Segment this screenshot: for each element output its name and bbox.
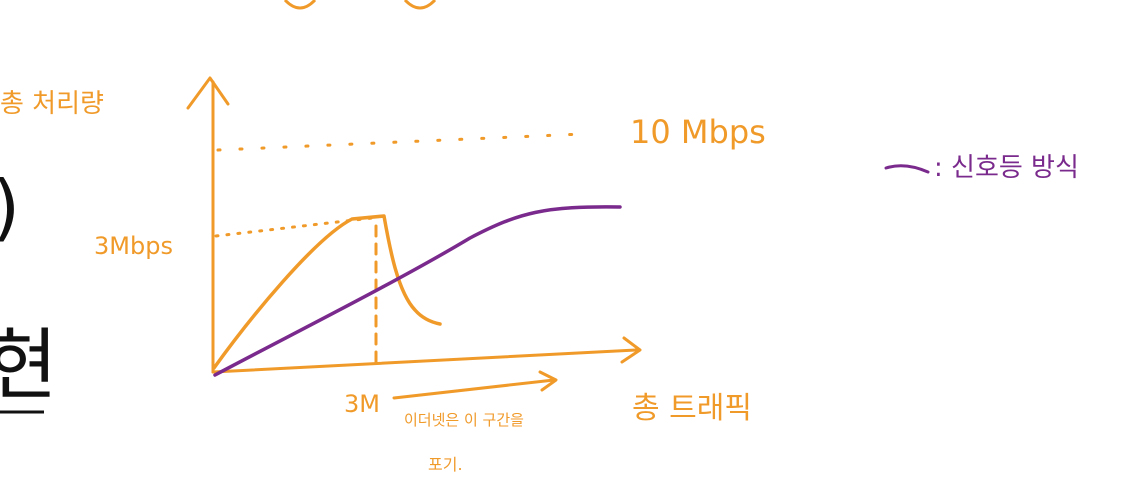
top-arc-left [283,0,317,10]
edge-glyph-paren: ) [0,165,20,249]
peak-label: 3Mbps [94,232,173,260]
note-line2: 포기. [428,455,463,474]
max-capacity-dotted-line [216,132,584,152]
y-axis-arrowhead [186,76,230,110]
edge-glyph-char: 현 [0,321,58,411]
legend-label: : 신호등 방식 [934,153,1079,183]
note-line1: 이더넷은 이 구간을 [404,411,524,429]
max-label: 10 Mbps [630,113,766,151]
x-axis [211,348,638,374]
x-mark-label: 3M [344,390,380,418]
legend-line [884,164,930,174]
y-axis-label: 총 처리량 [0,89,104,119]
give-up-range-arrowhead [538,370,558,392]
give-up-range-arrow [392,378,556,400]
ethernet-throughput-curve [212,214,442,370]
x-axis-arrowhead [620,336,642,364]
traffic-light-method-curve [213,205,622,377]
x-axis-label: 총 트래픽 [632,391,752,426]
top-arc-right [403,0,437,10]
